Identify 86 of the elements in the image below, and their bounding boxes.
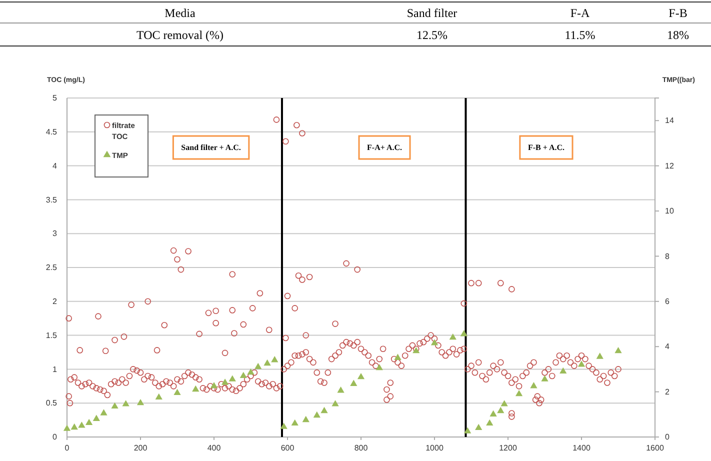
x-tick-label: 1400 bbox=[572, 444, 591, 453]
point bbox=[78, 422, 86, 428]
point bbox=[500, 400, 508, 406]
y-tick-label: 4 bbox=[52, 161, 58, 170]
y2-tick-label: 4 bbox=[665, 342, 670, 352]
point bbox=[541, 375, 548, 382]
x-tick-label: 600 bbox=[280, 444, 295, 453]
annotation: F-A+ A.C. bbox=[367, 143, 402, 152]
point bbox=[497, 406, 504, 414]
point bbox=[394, 354, 402, 360]
point bbox=[100, 409, 108, 416]
x-tick-label: 1200 bbox=[499, 444, 518, 453]
point bbox=[460, 330, 468, 336]
point bbox=[332, 400, 339, 406]
y2-tick-label: 8 bbox=[665, 252, 670, 261]
y2-tick-label: 6 bbox=[665, 296, 670, 306]
point bbox=[210, 382, 218, 388]
y-tick-label: 4.5 bbox=[46, 127, 58, 136]
point bbox=[122, 400, 130, 406]
annotation: Sand filter + A.C. bbox=[181, 143, 241, 152]
point bbox=[221, 378, 229, 385]
point bbox=[320, 406, 328, 414]
text: 12.5% bbox=[416, 28, 448, 42]
point bbox=[486, 419, 494, 426]
y2-tick-label: 2 bbox=[665, 387, 670, 396]
point bbox=[302, 416, 310, 422]
x-tick-label: 400 bbox=[207, 444, 222, 453]
point bbox=[280, 422, 288, 429]
point bbox=[350, 380, 358, 386]
point bbox=[430, 339, 438, 346]
point bbox=[376, 364, 383, 370]
point bbox=[70, 423, 78, 430]
y2-tick-label: 14 bbox=[665, 116, 674, 126]
x-tick-label: 1000 bbox=[426, 444, 444, 453]
y-tick-label: 2.5 bbox=[46, 263, 58, 272]
point bbox=[254, 362, 262, 369]
point bbox=[464, 427, 472, 434]
y-tick-label: 0 bbox=[52, 432, 58, 442]
point bbox=[92, 414, 100, 421]
text: Media bbox=[164, 6, 196, 20]
point bbox=[614, 347, 622, 354]
point bbox=[449, 333, 456, 340]
point bbox=[313, 411, 320, 418]
point bbox=[136, 398, 144, 406]
text: F-B bbox=[668, 6, 688, 20]
text: 11.5% bbox=[564, 28, 596, 42]
point bbox=[578, 360, 586, 367]
y2-tick-label: 10 bbox=[665, 206, 674, 216]
point bbox=[596, 352, 604, 359]
point bbox=[155, 393, 162, 400]
y-tick-label: 5 bbox=[52, 94, 58, 103]
point bbox=[515, 390, 523, 396]
y-tick-label: 2 bbox=[52, 296, 58, 306]
point bbox=[560, 367, 567, 374]
point bbox=[530, 382, 538, 388]
point bbox=[475, 424, 482, 430]
y-tick-label: 3 bbox=[52, 229, 58, 238]
text: Sand filter bbox=[406, 6, 458, 20]
point bbox=[264, 359, 271, 366]
point bbox=[247, 368, 254, 375]
point bbox=[111, 402, 118, 409]
y-tick-label: 0.5 bbox=[46, 398, 58, 408]
point bbox=[271, 356, 278, 362]
point bbox=[490, 410, 497, 416]
x-tick-label: 800 bbox=[354, 444, 368, 453]
text: TOC removal (%) bbox=[136, 28, 224, 42]
point bbox=[291, 419, 298, 426]
point bbox=[240, 372, 247, 378]
annotation: F-B + A.C. bbox=[528, 143, 564, 152]
x-tick-label: 0 bbox=[64, 444, 70, 453]
y2-tick-label: 0 bbox=[665, 432, 670, 442]
point bbox=[85, 418, 93, 426]
point bbox=[228, 375, 236, 382]
y-tick-label: 1 bbox=[52, 364, 58, 374]
point bbox=[192, 385, 200, 392]
y-tick-label: 3.5 bbox=[46, 195, 58, 204]
x-tick-label: 200 bbox=[134, 444, 148, 453]
point bbox=[337, 386, 344, 393]
text: F-A bbox=[570, 6, 590, 20]
point bbox=[357, 372, 365, 380]
point bbox=[63, 424, 71, 431]
point bbox=[174, 388, 181, 395]
y-tick-label: 1.5 bbox=[46, 330, 58, 340]
y2-tick-label: 12 bbox=[665, 161, 674, 170]
x-tick-label: 1600 bbox=[646, 444, 664, 453]
text: 18% bbox=[667, 28, 689, 42]
